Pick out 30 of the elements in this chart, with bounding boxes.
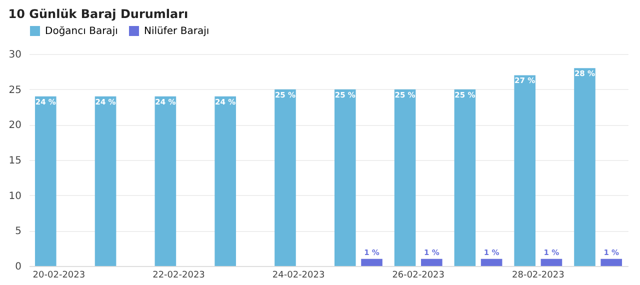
bar: [334, 89, 356, 266]
bar: [274, 89, 296, 266]
bar: [480, 258, 502, 266]
bar: [514, 75, 536, 266]
chart-title: 10 Günlük Baraj Durumları: [8, 7, 188, 21]
y-tick-label: 20: [8, 120, 22, 132]
bar: [574, 68, 596, 266]
bar: [34, 96, 56, 266]
bar: [394, 89, 416, 266]
y-tick-label: 10: [8, 190, 22, 202]
bar: [600, 258, 622, 266]
x-tick-label: 26-02-2023: [392, 270, 445, 280]
y-tick-label: 0: [15, 262, 22, 272]
bar: [361, 258, 382, 266]
x-tick-label: 22-02-2023: [152, 270, 205, 280]
y-tick-label: 30: [8, 50, 22, 60]
x-tick-label: 28-02-2023: [512, 270, 564, 280]
x-tick-label: 20-02-2023: [32, 270, 86, 280]
bar: [421, 258, 442, 266]
bar: [94, 96, 116, 266]
bar: [540, 258, 562, 266]
x-tick-label: 24-02-2023: [272, 270, 325, 280]
y-tick-label: 15: [8, 156, 22, 166]
legend-label: Doğancı Barajı: [45, 26, 118, 37]
bar: [454, 89, 476, 266]
bar: [214, 96, 236, 266]
y-tick-label: 25: [8, 84, 22, 96]
y-tick-label: 5: [15, 226, 22, 238]
legend-label: Nilüfer Barajı: [144, 26, 210, 37]
bar: [154, 96, 176, 266]
